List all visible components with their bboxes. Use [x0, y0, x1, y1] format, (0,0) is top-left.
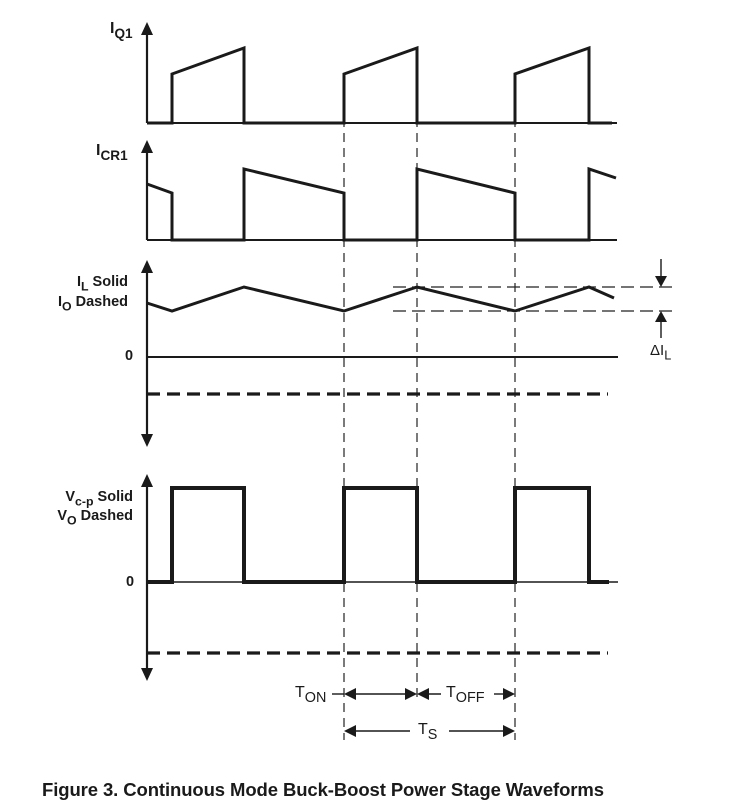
icr1-label: ICR1: [96, 142, 128, 163]
delta-il-down-arrow-icon: [655, 276, 667, 287]
vcp-axis-down-arrow-icon: [141, 668, 153, 681]
delta-il-label: ΔIL: [650, 342, 672, 363]
icr1-waveform: [146, 166, 617, 242]
delta-il-label-main: ΔI: [650, 342, 665, 359]
timing-guide-lines: [343, 118, 516, 740]
il-zero-label: 0: [125, 348, 134, 364]
il-panel: [141, 259, 678, 447]
toff-right-arrowhead-icon: [503, 688, 515, 700]
ts-label-main: T: [418, 721, 428, 738]
ts-right-arrowhead-icon: [503, 725, 515, 737]
vcp-solid-label: Vc-p Solid: [55, 489, 133, 509]
vo-label-sub: O: [67, 513, 77, 528]
vcp-label-sub: c-p: [75, 494, 94, 509]
ts-label: TS: [418, 721, 437, 742]
timing-arrows: [332, 688, 515, 737]
ton-label-main: T: [295, 684, 305, 701]
vo-label-rest: Dashed: [76, 508, 133, 524]
ton-right-arrowhead-icon: [405, 688, 417, 700]
io-label-sub: O: [62, 299, 72, 314]
iq1-label: IQ1: [110, 20, 133, 41]
iq1-waveform: [147, 45, 612, 125]
io-label-main: I: [57, 294, 62, 310]
iq1-label-sub: Q1: [114, 25, 133, 41]
vcp-label-rest: Solid: [93, 489, 133, 505]
toff-label: TOFF: [446, 684, 485, 705]
il-solid-label: IL Solid: [72, 274, 128, 294]
icr1-label-main: I: [96, 142, 101, 159]
vo-label-main: V: [57, 508, 67, 524]
vcp-zero-label: 0: [126, 574, 135, 590]
vo-dashed-label: VO Dashed: [55, 508, 133, 528]
figure-caption: Figure 3. Continuous Mode Buck-Boost Pow…: [42, 779, 604, 800]
vcp-label-main: V: [65, 489, 76, 505]
ton-left-arrowhead-icon: [344, 688, 356, 700]
iq1-panel: [141, 22, 617, 125]
icr1-label-sub: CR1: [100, 147, 128, 163]
icr1-panel: [141, 140, 617, 242]
delta-il-label-sub: L: [664, 347, 672, 363]
il-label-main: I: [76, 274, 81, 290]
il-waveform: [146, 285, 615, 313]
il-label-sub: L: [80, 279, 89, 294]
ton-label-sub: ON: [304, 690, 327, 707]
toff-label-main: T: [446, 684, 456, 701]
io-dashed-label: IO Dashed: [52, 294, 128, 314]
io-label-rest: Dashed: [71, 294, 128, 310]
vcp-waveform: [147, 486, 609, 584]
ton-label: TON: [295, 684, 326, 705]
vcp-panel: [141, 474, 618, 681]
toff-label-sub: OFF: [455, 690, 485, 707]
iq1-label-main: I: [110, 20, 115, 37]
il-axis-up-arrow-icon: [141, 260, 153, 273]
il-label-rest: Solid: [88, 274, 128, 290]
delta-il-up-arrow-icon: [655, 311, 667, 322]
il-axis-down-arrow-icon: [141, 434, 153, 447]
ts-label-sub: S: [427, 727, 438, 744]
vcp-axis-up-arrow-icon: [141, 474, 153, 487]
icr1-axis-arrow-icon: [141, 140, 153, 153]
iq1-axis-arrow-icon: [141, 22, 153, 35]
